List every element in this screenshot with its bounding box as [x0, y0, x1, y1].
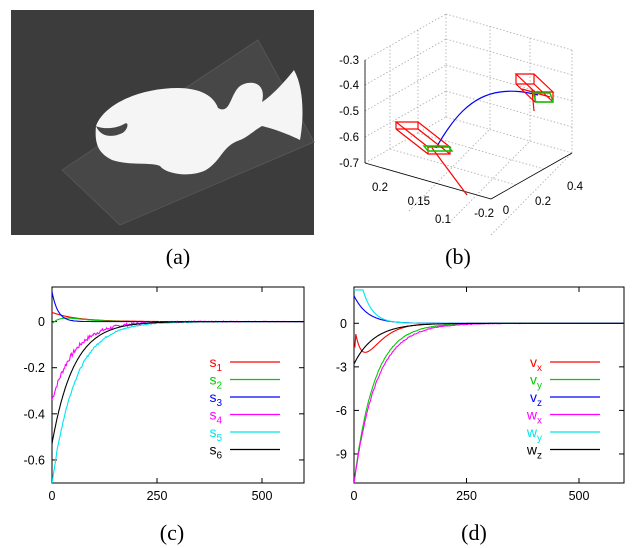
x-tick-label: 250 [147, 489, 168, 503]
x-tick: 0.2 [535, 196, 551, 208]
series-line-vy [354, 322, 624, 483]
series-line-s5 [52, 320, 304, 483]
y-tick-label: 0 [38, 315, 45, 329]
y-tick-label: 0 [340, 317, 347, 331]
x-tick-label: 500 [252, 489, 273, 503]
x-tick-label: 250 [456, 489, 477, 503]
y-tick: 0.1 [435, 214, 451, 226]
y-tick-label: -0.6 [23, 453, 45, 467]
photo-notch [96, 123, 128, 136]
y-tick: 0.2 [372, 182, 388, 194]
plot-frame [51, 286, 305, 484]
series-line-wx [354, 322, 624, 483]
panel-b-3d-plot: -0.3 -0.4 -0.5 -0.6 -0.7 0.1 0.15 0.2 -0… [339, 13, 584, 236]
x-tick: 0.4 [567, 181, 584, 193]
y-tick-label: -0.4 [23, 407, 45, 421]
y-tick-label: -6 [336, 404, 347, 418]
series-line-wz [354, 322, 624, 365]
start-camera-frame [394, 121, 468, 196]
legend-label: wz [526, 442, 542, 462]
start-target-frame [422, 145, 454, 152]
end-camera-frame [514, 73, 555, 112]
panel-a-photo [11, 10, 315, 235]
x-tick-label: 0 [49, 489, 56, 503]
plot-frame [353, 286, 625, 484]
z-tick-labels: -0.3 -0.4 -0.5 -0.6 -0.7 [339, 55, 359, 170]
series-line-s6 [52, 321, 304, 444]
x-tick: 0 [503, 205, 509, 217]
x-tick-labels: -0.2 0 0.2 0.4 [474, 181, 583, 220]
caption-b: (b) [445, 244, 471, 269]
x-tick: -0.2 [474, 208, 494, 220]
series-line-vz [354, 295, 624, 324]
x-tick-label: 500 [569, 489, 590, 503]
y-tick-label: -9 [336, 447, 347, 461]
z-tick: -0.3 [339, 55, 359, 67]
series-line-s3 [52, 291, 304, 323]
caption-d: (d) [461, 520, 487, 545]
series-line-s4 [52, 320, 304, 401]
camera-trajectory [435, 90, 539, 149]
axes-3d [364, 60, 573, 200]
series-line-wy [354, 289, 624, 324]
legend-label: s6 [209, 442, 222, 462]
y-tick: 0.15 [408, 196, 430, 208]
y-tick-labels: 0.1 0.15 0.2 [372, 182, 451, 226]
series-line-vx [354, 322, 624, 353]
y-tick-label: -3 [336, 360, 347, 374]
x-tick-label: 0 [351, 489, 358, 503]
z-tick: -0.7 [339, 158, 359, 170]
y-tick-label: -0.2 [23, 361, 45, 375]
z-tick: -0.6 [339, 132, 359, 144]
z-tick: -0.5 [339, 106, 359, 118]
z-tick: -0.4 [339, 80, 359, 92]
caption-c: (c) [160, 520, 184, 545]
caption-a: (a) [166, 244, 190, 269]
end-target-frame [532, 92, 554, 103]
photo-object-icon [95, 70, 303, 175]
